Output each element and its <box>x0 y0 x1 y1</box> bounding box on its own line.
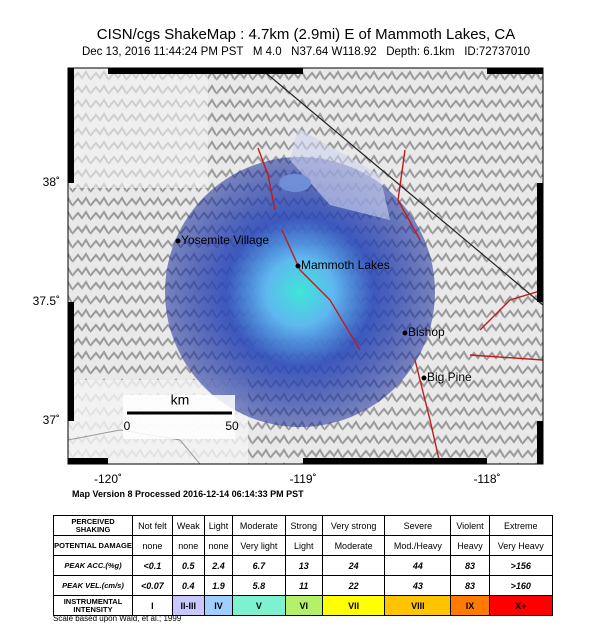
legend-cell: 6.7 <box>232 555 286 576</box>
legend-cell: 5.8 <box>232 575 286 596</box>
legend-cell: none <box>203 535 234 556</box>
place-dot <box>175 238 181 244</box>
legend-cell: VIII <box>384 595 452 616</box>
legend-cell: 0.4 <box>171 575 205 596</box>
legend-cell: <0.07 <box>132 575 173 596</box>
legend-cell: X+ <box>488 595 554 616</box>
legend-cell: 13 <box>284 555 323 576</box>
legend-cell: 22 <box>321 575 386 596</box>
legend-cell: Light <box>203 515 234 536</box>
shaking-area <box>165 157 435 427</box>
legend-cell: Very light <box>232 535 286 556</box>
legend-cell: Violent <box>450 515 490 536</box>
lon-label: -118˚ <box>473 472 500 486</box>
legend-cell: >156 <box>488 555 554 576</box>
legend-cell: Very Heavy <box>488 535 554 556</box>
legend-cell: <0.1 <box>132 555 173 576</box>
scale-end: 50 <box>225 419 239 433</box>
row-header: PEAK ACC.(%g) <box>53 555 133 576</box>
legend-cell: Heavy <box>450 535 490 556</box>
legend-cell: 44 <box>384 555 452 576</box>
place-label: Yosemite Village <box>181 233 269 247</box>
legend-cell: 11 <box>284 575 323 596</box>
lat-label: 38˚ <box>43 175 60 189</box>
intensity-legend: PERCEIVED SHAKING Not felt Weak Light Modera… <box>53 515 554 616</box>
row-header: PERCEIVED SHAKING <box>53 515 133 536</box>
place-label: Mammoth Lakes <box>301 258 390 272</box>
place-dot <box>421 375 427 381</box>
faults <box>257 147 543 464</box>
lon-label: -120˚ <box>94 472 122 486</box>
place-label: Bishop <box>408 325 445 339</box>
legend-cell: IV <box>203 595 234 616</box>
legend-cell: 1.9 <box>203 575 234 596</box>
row-header: INSTRUMENTAL INTENSITY <box>53 595 133 616</box>
legend-cell: V <box>232 595 286 616</box>
legend-cell: Moderate <box>321 535 386 556</box>
map-version: Map Version 8 Processed 2016-12-14 06:14… <box>72 489 304 499</box>
legend-cell: VII <box>321 595 386 616</box>
footnote: Scale based upon Wald, et al.; 1999 <box>53 614 182 623</box>
legend-cell: Moderate <box>232 515 286 536</box>
scale-start: 0 <box>124 419 131 433</box>
legend-cell: Extreme <box>488 515 554 536</box>
scale-unit: km <box>171 392 190 408</box>
legend-cell: 24 <box>321 555 386 576</box>
map: Yosemite Village Mammoth Lakes Bishop Big P… <box>33 67 544 486</box>
legend-cell: Light <box>284 535 323 556</box>
legend-cell: Severe <box>384 515 452 536</box>
lat-label: 37˚ <box>43 413 60 427</box>
legend-cell: Very strong <box>321 515 386 536</box>
legend-cell: none <box>171 535 205 556</box>
legend-cell: 43 <box>384 575 452 596</box>
place-dot <box>295 263 301 269</box>
title: CISN/cgs ShakeMap : 4.7km (2.9mi) E of M… <box>96 26 516 43</box>
lat-label: 37.5˚ <box>33 294 60 308</box>
place-label: Big Pine <box>427 370 472 384</box>
row-header: PEAK VEL.(cm/s) <box>53 575 133 596</box>
legend-cell: 0.5 <box>171 555 205 576</box>
legend-cell: 2.4 <box>203 555 234 576</box>
legend-cell: II-III <box>171 595 205 616</box>
legend-cell: VI <box>284 595 323 616</box>
legend-cell: IX <box>450 595 490 616</box>
row-header: POTENTIAL DAMAGE <box>53 535 133 556</box>
legend-cell: Not felt <box>132 515 173 536</box>
legend-cell: I <box>132 595 173 616</box>
legend-cell: Weak <box>171 515 205 536</box>
legend-cell: 83 <box>450 555 490 576</box>
legend-cell: Mod./Heavy <box>384 535 452 556</box>
legend-cell: Strong <box>284 515 323 536</box>
lon-label: -119˚ <box>289 472 316 486</box>
legend-cell: >160 <box>488 575 554 596</box>
subtitle: Dec 13, 2016 11:44:24 PM PST M 4.0 N37.6… <box>81 46 531 58</box>
legend-cell: 83 <box>450 575 490 596</box>
place-dot <box>402 330 408 336</box>
legend-cell: none <box>132 535 173 556</box>
